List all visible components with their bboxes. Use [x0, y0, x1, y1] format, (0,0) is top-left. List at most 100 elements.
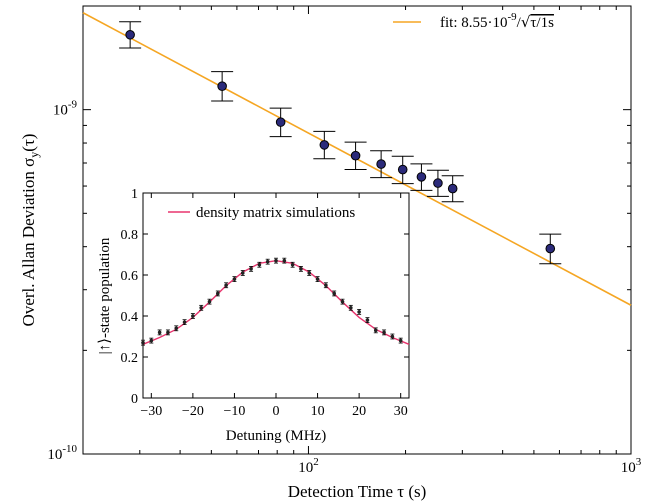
- data-marker: [275, 117, 286, 127]
- inset-data-marker: [315, 277, 320, 281]
- inset-data-point: [182, 319, 187, 326]
- legend-simulation-label: density matrix simulations: [196, 205, 355, 221]
- inset-y-tick-label: 0.8: [121, 228, 139, 243]
- data-marker: [125, 29, 135, 40]
- main-legend: fit: 8.55·10-9/√τ/1s: [393, 11, 554, 31]
- data-point: [426, 169, 449, 197]
- data-marker: [397, 164, 408, 175]
- inset-data-point: [224, 282, 229, 289]
- inset-data-point: [274, 257, 278, 264]
- inset-data-marker: [307, 271, 312, 275]
- inset-data-point: [332, 290, 337, 297]
- inset-data-marker: [324, 283, 328, 288]
- inset-data-point: [165, 329, 170, 336]
- x-tick-label: 102: [298, 456, 319, 476]
- data-point: [441, 175, 464, 203]
- inset-data-marker: [149, 338, 154, 343]
- data-point: [410, 163, 433, 191]
- inset-x-tick-label: 10: [311, 404, 325, 419]
- inset-data-point: [207, 298, 212, 305]
- main-data-points: [119, 21, 562, 265]
- data-marker: [376, 159, 386, 169]
- inset-data-point: [257, 261, 262, 268]
- inset-data-point: [149, 337, 154, 344]
- inset-data-point: [340, 298, 345, 305]
- inset-data-marker: [274, 258, 278, 263]
- inset-y-axis-label: |↑⟩-state population: [97, 237, 113, 354]
- inset-data-point: [373, 327, 378, 334]
- inset-data-point: [298, 265, 303, 272]
- inset-plot: −30 −20 −10 0 10 20 30 0 0.2 0.4 0.6 0.8 1 density m…: [97, 187, 410, 444]
- data-point: [269, 107, 292, 138]
- inset-legend: density matrix simulations: [168, 205, 355, 221]
- inset-x-axis-label: Detuning (MHz): [226, 428, 326, 444]
- inset-data-marker: [340, 299, 345, 304]
- inset-x-tick-label: 20: [352, 404, 366, 419]
- data-marker: [433, 178, 443, 188]
- data-marker: [319, 140, 330, 150]
- inset-data-point: [307, 270, 312, 276]
- inset-x-tick-label: −10: [223, 404, 245, 419]
- inset-data-marker: [191, 314, 195, 318]
- inset-data-marker: [240, 271, 245, 275]
- inset-data-point: [190, 313, 195, 319]
- inset-data-point: [240, 270, 245, 276]
- data-point: [119, 21, 142, 49]
- inset-data-point: [398, 337, 403, 344]
- data-point: [344, 141, 367, 171]
- inset-data-marker: [257, 262, 262, 267]
- inset-y-tick-label: 0.4: [121, 310, 139, 325]
- inset-data-point: [290, 261, 295, 268]
- inset-data-marker: [373, 328, 378, 333]
- inset-data-marker: [282, 258, 287, 263]
- inset-data-points: [141, 257, 403, 346]
- data-point: [539, 233, 562, 265]
- inset-data-marker: [232, 277, 237, 281]
- inset-data-point: [282, 257, 287, 264]
- inset-data-point: [141, 339, 145, 346]
- inset-data-marker: [216, 291, 220, 296]
- inset-data-point: [249, 265, 254, 272]
- y-axis-label: Overl. Allan Deviation σy(τ): [19, 134, 41, 327]
- inset-data-point: [174, 325, 179, 332]
- inset-x-tick-label: 0: [273, 404, 280, 419]
- inset-data-point: [323, 282, 328, 289]
- y-tick-label: 10-10: [47, 443, 77, 463]
- inset-x-tick-label: −30: [140, 404, 162, 419]
- data-marker: [545, 243, 556, 254]
- y-tick-label: 10-9: [53, 99, 78, 119]
- data-marker: [217, 81, 227, 91]
- inset-data-marker: [382, 330, 386, 335]
- inset-data-marker: [166, 330, 170, 335]
- inset-data-marker: [398, 338, 403, 343]
- inset-data-marker: [249, 267, 253, 271]
- inset-y-tick-label: 0.2: [121, 351, 139, 366]
- data-marker: [416, 172, 427, 182]
- data-marker: [447, 183, 458, 194]
- inset-data-marker: [365, 318, 370, 322]
- inset-data-point: [390, 333, 395, 340]
- inset-background: [143, 193, 409, 398]
- inset-data-point: [199, 304, 204, 311]
- inset-y-tick-label: 0.6: [121, 269, 139, 284]
- data-point: [370, 150, 393, 179]
- data-point: [391, 155, 414, 185]
- inset-data-marker: [182, 320, 187, 324]
- data-point: [313, 130, 336, 160]
- inset-data-marker: [141, 340, 145, 345]
- inset-data-point: [232, 276, 237, 282]
- inset-x-tick-label: 30: [394, 404, 408, 419]
- inset-data-point: [265, 258, 270, 265]
- data-point: [211, 71, 234, 102]
- main-plot-frame: [82, 5, 632, 455]
- inset-data-marker: [157, 330, 162, 335]
- inset-data-marker: [349, 306, 353, 310]
- inset-data-point: [382, 329, 387, 336]
- inset-x-tick-label: −20: [182, 404, 204, 419]
- inset-data-marker: [207, 299, 212, 304]
- inset-data-marker: [390, 334, 395, 339]
- inset-data-marker: [357, 310, 361, 314]
- inset-data-marker: [290, 262, 295, 267]
- main-plot: 102 103 10-10 10-9 fit: 8.55·10-9/√τ/1s Det…: [19, 5, 642, 501]
